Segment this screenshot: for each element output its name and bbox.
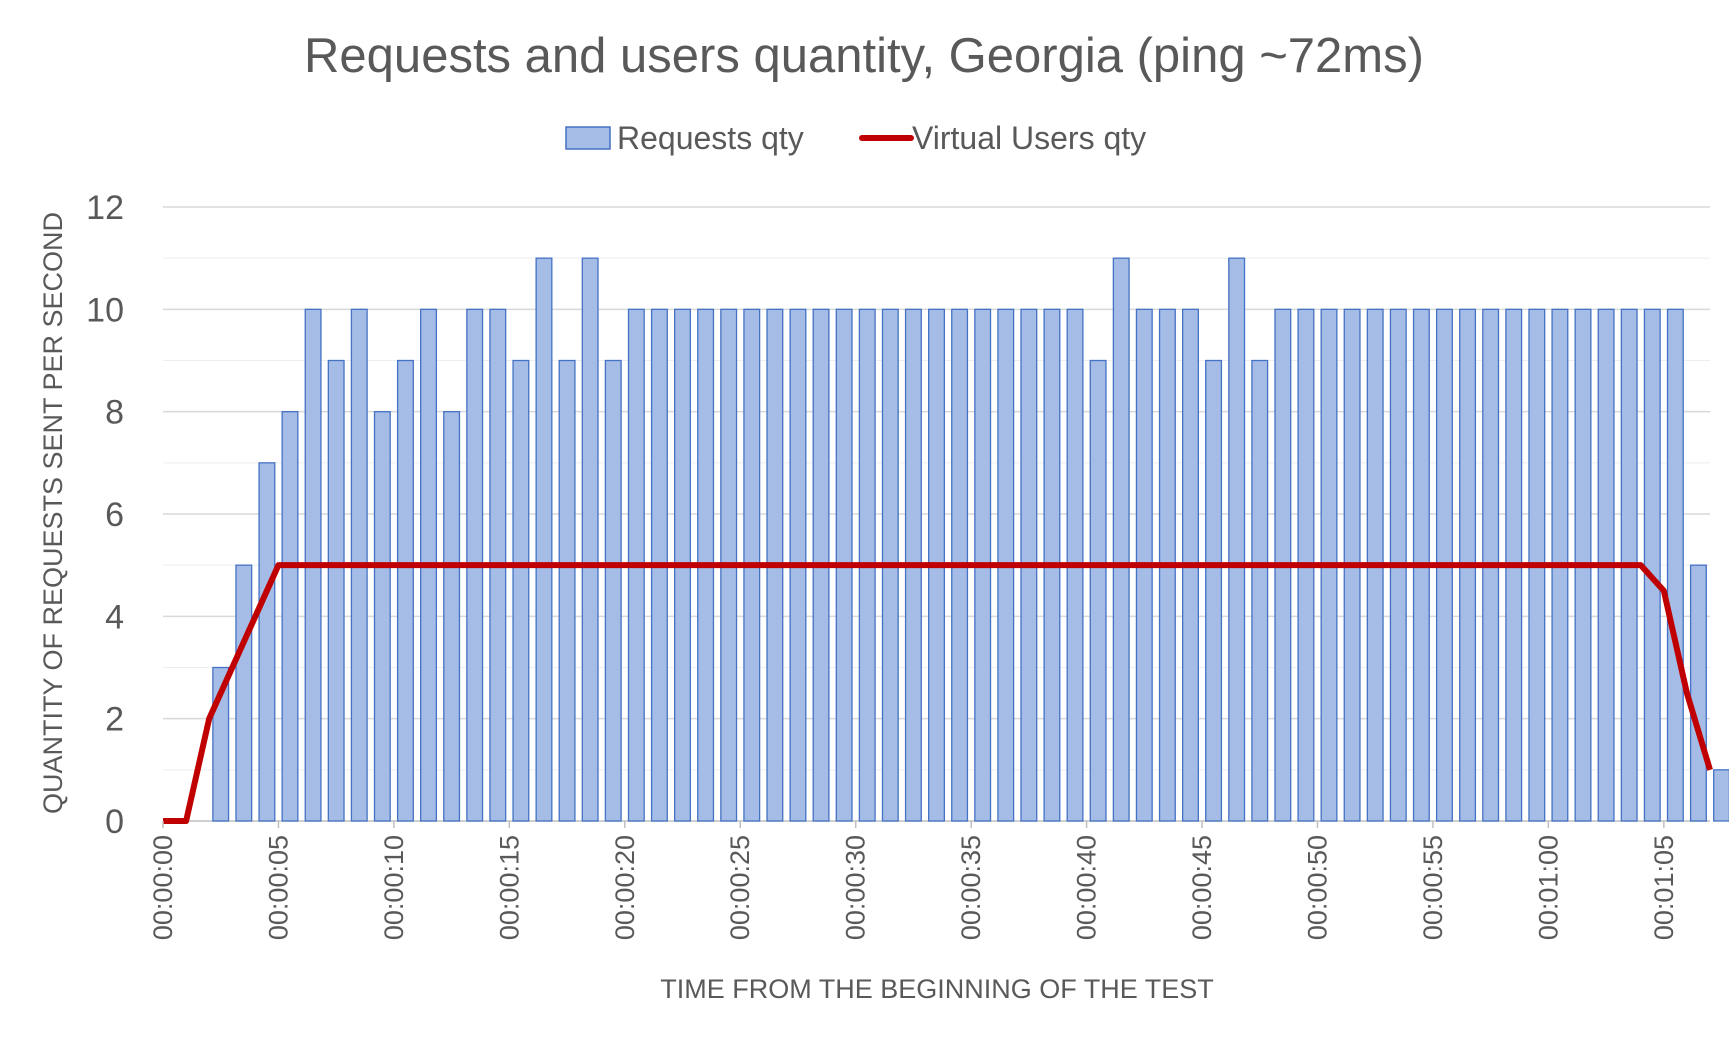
x-axis-label: TIME FROM THE BEGINNING OF THE TEST	[660, 974, 1214, 1004]
bar	[1689, 564, 1707, 822]
x-tick-label: 00:01:05	[1649, 835, 1679, 940]
bar	[604, 359, 622, 822]
legend-bar-swatch	[565, 126, 611, 150]
x-tick-label: 00:00:15	[494, 835, 524, 940]
bar	[1251, 359, 1269, 822]
bar	[512, 359, 530, 822]
x-tick-label: 00:00:35	[956, 835, 986, 940]
x-tick-label: 00:00:55	[1418, 835, 1448, 940]
bar	[1112, 257, 1130, 822]
x-tick-label: 00:00:50	[1302, 835, 1332, 940]
line-series	[163, 562, 1713, 824]
virtual-users-line	[163, 562, 1713, 824]
y-tick-label: 4	[105, 598, 124, 636]
x-tick-label: 00:00:05	[263, 835, 293, 940]
y-tick-label: 12	[86, 189, 124, 227]
bar	[535, 257, 553, 822]
bar	[1666, 308, 1684, 822]
x-tick-label: 00:00:10	[379, 835, 409, 940]
bar	[581, 257, 599, 822]
x-axis-ticks: 00:00:00 00:00:05 00:00:10 00:00:15 00:00:20…	[148, 821, 1679, 940]
bar	[396, 359, 414, 822]
bars	[212, 257, 1729, 822]
y-axis-label: QUANTITY OF REQUESTS SENT PER SECOND	[38, 212, 68, 814]
y-tick-label: 0	[105, 803, 124, 841]
y-axis-ticks: 0 2 4 6 8 10 12	[86, 189, 124, 841]
y-tick-label: 10	[86, 291, 124, 329]
chart-title: Requests and users quantity, Georgia (pi…	[304, 29, 1424, 83]
x-tick-label: 00:00:20	[610, 835, 640, 940]
legend-line-label: Virtual Users qty	[912, 120, 1146, 156]
x-tick-label: 00:00:45	[1187, 835, 1217, 940]
bar	[1089, 359, 1107, 822]
bar	[1643, 308, 1661, 822]
y-tick-label: 2	[105, 701, 124, 739]
bar	[558, 359, 576, 822]
legend-bar-label: Requests qty	[617, 120, 804, 156]
bar	[327, 359, 345, 822]
x-tick-label: 00:01:00	[1533, 835, 1563, 940]
bar	[258, 462, 276, 822]
bar	[1713, 769, 1729, 822]
bar	[281, 411, 299, 822]
x-tick-label: 00:00:40	[1072, 835, 1102, 940]
x-tick-label: 00:00:25	[725, 835, 755, 940]
bar	[235, 564, 253, 822]
bar	[1228, 257, 1246, 822]
y-tick-label: 8	[105, 394, 124, 432]
legend: Requests qty Virtual Users qty	[565, 120, 1146, 156]
bar	[443, 411, 461, 822]
x-tick-label: 00:00:00	[148, 835, 178, 940]
bar	[1205, 359, 1223, 822]
bar	[373, 411, 391, 822]
y-tick-label: 6	[105, 496, 124, 534]
x-tick-label: 00:00:30	[841, 835, 871, 940]
